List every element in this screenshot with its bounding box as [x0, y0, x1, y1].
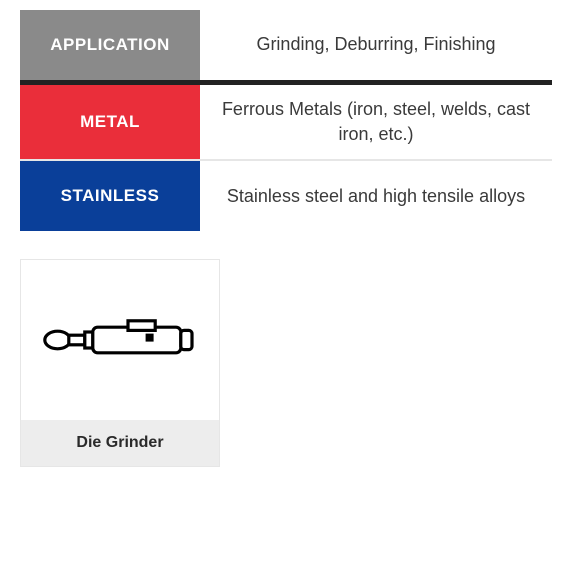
- spec-row-application: APPLICATION Grinding, Deburring, Finishi…: [20, 10, 552, 80]
- spec-row-metal: METAL Ferrous Metals (iron, steel, welds…: [20, 85, 552, 159]
- spec-table: APPLICATION Grinding, Deburring, Finishi…: [20, 10, 552, 231]
- tool-card: Die Grinder: [20, 259, 220, 467]
- spec-row-stainless: STAINLESS Stainless steel and high tensi…: [20, 161, 552, 231]
- spec-label-metal: METAL: [20, 85, 200, 159]
- die-grinder-icon: [40, 316, 200, 364]
- tool-image: [21, 260, 219, 420]
- spec-value-metal: Ferrous Metals (iron, steel, welds, cast…: [200, 85, 552, 159]
- tool-caption: Die Grinder: [21, 420, 219, 466]
- spec-label-application: APPLICATION: [20, 10, 200, 80]
- spec-label-stainless: STAINLESS: [20, 161, 200, 231]
- spec-value-application: Grinding, Deburring, Finishing: [200, 10, 552, 80]
- spec-value-stainless: Stainless steel and high tensile alloys: [200, 161, 552, 231]
